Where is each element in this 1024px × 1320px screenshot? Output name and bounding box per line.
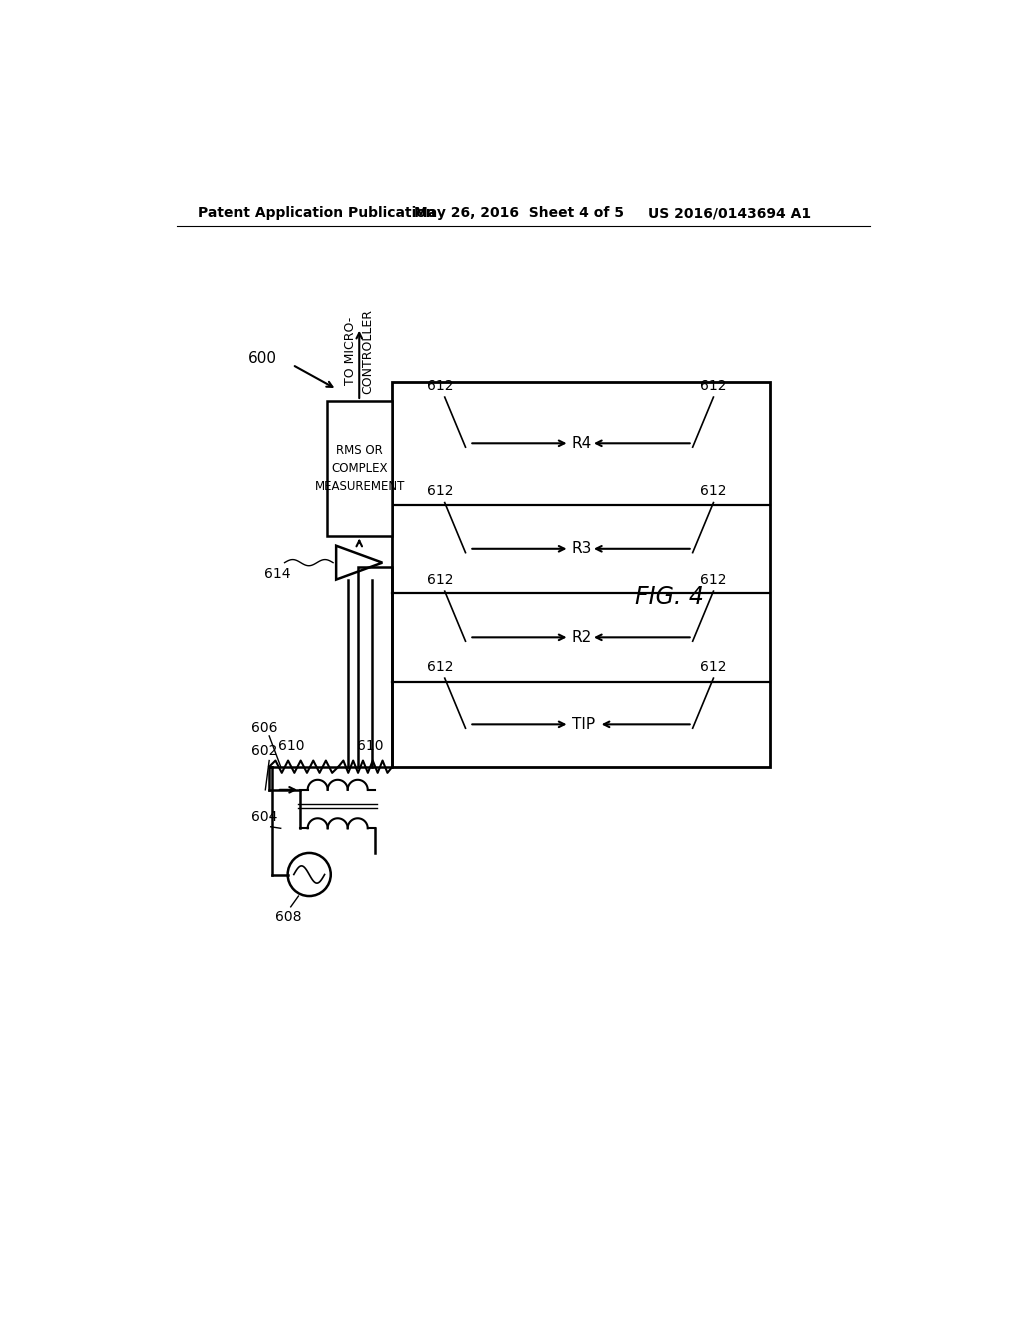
- Text: 612: 612: [427, 484, 454, 498]
- Text: 610: 610: [357, 739, 383, 752]
- Bar: [357, 566, 392, 767]
- Text: 608: 608: [274, 909, 301, 924]
- Text: May 26, 2016  Sheet 4 of 5: May 26, 2016 Sheet 4 of 5: [414, 206, 624, 220]
- Text: FIG. 4: FIG. 4: [635, 585, 703, 610]
- Text: R3: R3: [571, 541, 592, 556]
- Text: 612: 612: [700, 484, 727, 498]
- Text: 612: 612: [427, 660, 454, 673]
- Text: 604: 604: [252, 809, 278, 824]
- Text: 610: 610: [279, 739, 305, 752]
- Bar: [327, 401, 392, 536]
- Text: R2: R2: [571, 630, 592, 645]
- Text: 612: 612: [700, 379, 727, 392]
- Text: 612: 612: [427, 379, 454, 392]
- Bar: [392, 381, 770, 767]
- Text: 606: 606: [252, 721, 278, 735]
- Text: 612: 612: [700, 660, 727, 673]
- Text: TIP: TIP: [571, 717, 595, 731]
- Text: TO MICRO-
CONTROLLER: TO MICRO- CONTROLLER: [344, 309, 374, 393]
- Text: 602: 602: [252, 744, 278, 758]
- Text: 614: 614: [264, 568, 290, 581]
- Text: RMS OR
COMPLEX
MEASUREMENT: RMS OR COMPLEX MEASUREMENT: [314, 444, 404, 492]
- Text: R4: R4: [571, 436, 592, 451]
- Text: 612: 612: [427, 573, 454, 586]
- Text: Patent Application Publication: Patent Application Publication: [199, 206, 436, 220]
- Text: US 2016/0143694 A1: US 2016/0143694 A1: [648, 206, 811, 220]
- Text: 612: 612: [700, 573, 727, 586]
- Text: 600: 600: [248, 351, 276, 366]
